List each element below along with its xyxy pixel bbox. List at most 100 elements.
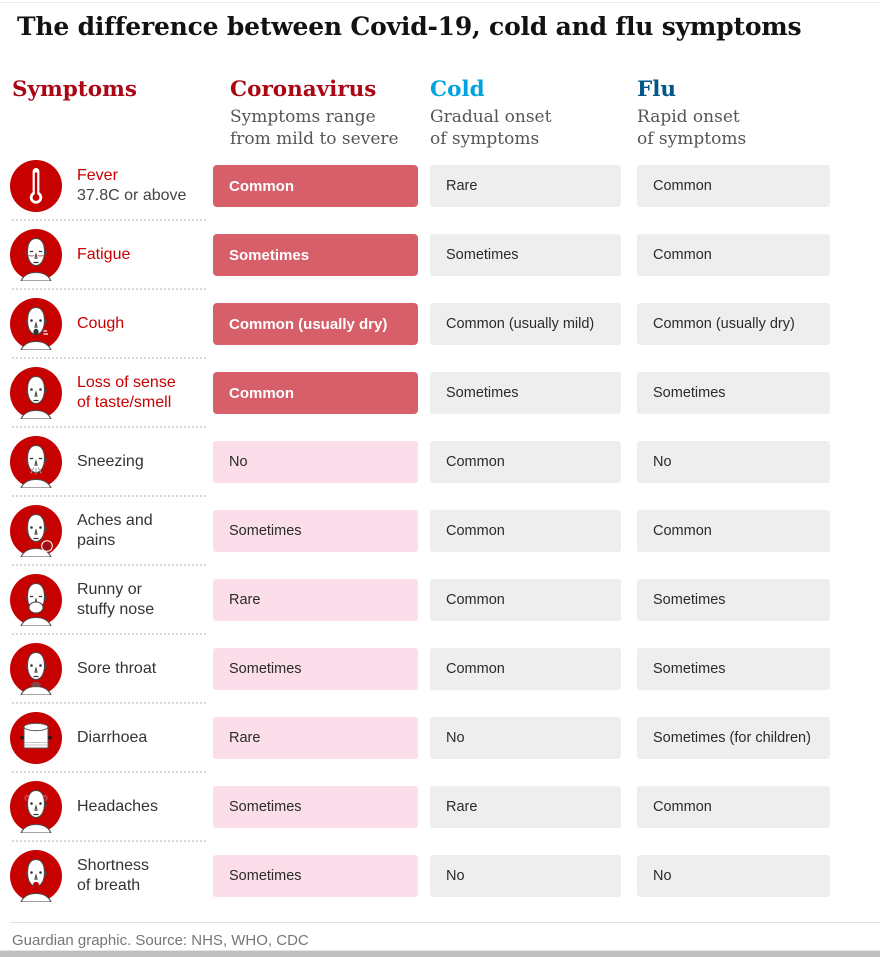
coronavirus-header-subtitle: Symptoms range from mild to severe xyxy=(230,106,399,149)
cold-cell: Common (usually mild) xyxy=(430,303,621,346)
symptom-cell: Diarrhoea xyxy=(10,712,213,765)
sneezing-face-icon xyxy=(10,436,62,489)
cold-cell: Common xyxy=(430,579,621,622)
table-row: Aches and pains Sometimes Common Common xyxy=(10,505,880,558)
column-header-coronavirus: Coronavirus Symptoms range from mild to … xyxy=(213,78,418,150)
symptom-cell: Runny or stuffy nose xyxy=(10,574,213,627)
table-row: Shortness of breath Sometimes No No xyxy=(10,850,880,903)
row-separator xyxy=(12,702,206,705)
toilet-roll-icon xyxy=(10,712,62,765)
coronavirus-cell: Sometimes xyxy=(213,648,418,691)
breath-face-icon xyxy=(10,850,62,903)
symptom-cell: Sore throat xyxy=(10,643,213,696)
coronavirus-cell: Common (usually dry) xyxy=(213,303,418,346)
infographic: The difference between Covid-19, cold an… xyxy=(0,11,880,949)
thermometer-icon xyxy=(10,160,62,213)
row-separator xyxy=(12,219,206,222)
source-note: Guardian graphic. Source: NHS, WHO, CDC xyxy=(10,922,880,949)
symptom-label: Diarrhoea xyxy=(77,729,148,747)
cold-cell: Common xyxy=(430,648,621,691)
headache-face-icon xyxy=(10,781,62,834)
symptom-label: Loss of sense of taste/smell xyxy=(77,373,176,412)
flu-cell: Sometimes (for children) xyxy=(637,717,830,760)
cold-cell: No xyxy=(430,717,621,760)
symptom-label: Runny or stuffy nose xyxy=(77,580,155,619)
column-header-symptoms: Symptoms xyxy=(12,77,137,103)
symptom-cell: Fever 37.8C or above xyxy=(10,160,213,213)
flu-cell: Common (usually dry) xyxy=(637,303,830,346)
cold-cell: Sometimes xyxy=(430,372,621,415)
cold-cell: No xyxy=(430,855,621,898)
symptom-label: Fever xyxy=(77,166,118,184)
coronavirus-cell: Rare xyxy=(213,717,418,760)
coronavirus-cell: Sometimes xyxy=(213,786,418,829)
row-separator xyxy=(12,357,206,360)
page-title: The difference between Covid-19, cold an… xyxy=(17,12,802,41)
symptom-sublabel: 37.8C or above xyxy=(77,187,187,205)
symptom-cell: Headaches xyxy=(10,781,213,834)
flu-cell: Sometimes xyxy=(637,579,830,622)
symptom-cell: Shortness of breath xyxy=(10,850,213,903)
table-row: Loss of sense of taste/smell Common Some… xyxy=(10,367,880,420)
coronavirus-cell: No xyxy=(213,441,418,484)
cold-cell: Common xyxy=(430,510,621,553)
fatigue-face-icon xyxy=(10,229,62,282)
row-separator xyxy=(12,288,206,291)
symptom-label: Aches and pains xyxy=(77,511,153,550)
table-header-row: Symptoms Coronavirus Symptoms range from… xyxy=(10,78,880,150)
symptom-label: Headaches xyxy=(77,798,158,816)
symptom-label: Fatigue xyxy=(77,246,131,264)
row-separator xyxy=(12,633,206,636)
table-row: Sneezing No Common No xyxy=(10,436,880,489)
symptom-cell: Cough xyxy=(10,298,213,351)
flu-cell: Sometimes xyxy=(637,372,830,415)
row-separator xyxy=(12,495,206,498)
cold-cell: Common xyxy=(430,441,621,484)
table-row: Diarrhoea Rare No Sometimes (for childre… xyxy=(10,712,880,765)
cold-cell: Rare xyxy=(430,165,621,208)
table-row: Sore throat Sometimes Common Sometimes xyxy=(10,643,880,696)
coronavirus-cell: Rare xyxy=(213,579,418,622)
top-hairline xyxy=(0,2,880,3)
cold-header-subtitle: Gradual onset of symptoms xyxy=(430,106,552,149)
coronavirus-cell: Common xyxy=(213,165,418,208)
flu-cell: No xyxy=(637,855,830,898)
symptom-cell: Loss of sense of taste/smell xyxy=(10,367,213,420)
table-row: Headaches Sometimes Rare Common xyxy=(10,781,880,834)
row-separator xyxy=(12,840,206,843)
coronavirus-cell: Sometimes xyxy=(213,855,418,898)
flu-cell: Common xyxy=(637,510,830,553)
cold-cell: Rare xyxy=(430,786,621,829)
coronavirus-cell: Common xyxy=(213,372,418,415)
flu-cell: Common xyxy=(637,234,830,277)
coronavirus-cell: Sometimes xyxy=(213,234,418,277)
row-separator xyxy=(12,771,206,774)
flu-cell: Sometimes xyxy=(637,648,830,691)
symptom-cell: Aches and pains xyxy=(10,505,213,558)
flu-header-label: Flu xyxy=(637,77,677,103)
sore-throat-face-icon xyxy=(10,643,62,696)
table-row: Fatigue Sometimes Sometimes Common xyxy=(10,229,880,282)
table-row: Cough Common (usually dry) Common (usual… xyxy=(10,298,880,351)
flu-cell: Common xyxy=(637,165,830,208)
symptom-label: Sore throat xyxy=(77,660,157,678)
symptom-label: Cough xyxy=(77,315,125,333)
flu-header-subtitle: Rapid onset of symptoms xyxy=(637,106,747,149)
table-row: Fever 37.8C or above Common Rare Common xyxy=(10,160,880,213)
flu-cell: No xyxy=(637,441,830,484)
row-separator xyxy=(12,564,206,567)
symptom-label: Sneezing xyxy=(77,453,144,471)
bottom-bar xyxy=(0,950,880,957)
table-row: Runny or stuffy nose Rare Common Sometim… xyxy=(10,574,880,627)
flu-cell: Common xyxy=(637,786,830,829)
symptom-label: Shortness of breath xyxy=(77,856,150,895)
column-header-flu: Flu Rapid onset of symptoms xyxy=(637,78,830,150)
row-separator xyxy=(12,426,206,429)
aches-face-icon xyxy=(10,505,62,558)
cough-face-icon xyxy=(10,298,62,351)
runny-nose-face-icon xyxy=(10,574,62,627)
coronavirus-cell: Sometimes xyxy=(213,510,418,553)
cold-header-label: Cold xyxy=(430,77,485,103)
symptom-cell: Sneezing xyxy=(10,436,213,489)
symptom-cell: Fatigue xyxy=(10,229,213,282)
